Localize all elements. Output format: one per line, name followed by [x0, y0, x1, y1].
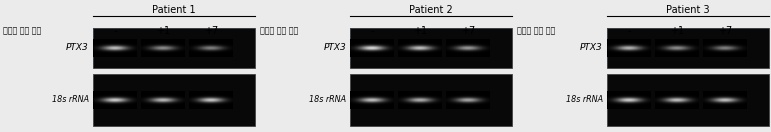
- Bar: [607, 28, 769, 68]
- Text: -: -: [113, 26, 116, 36]
- Text: +1: +1: [156, 26, 170, 36]
- Bar: [607, 28, 769, 68]
- Text: PTX3: PTX3: [581, 44, 603, 53]
- Text: PTX3: PTX3: [66, 44, 89, 53]
- Bar: [93, 28, 255, 68]
- Text: +7: +7: [718, 26, 732, 36]
- Text: +7: +7: [204, 26, 218, 36]
- Text: Patient 1: Patient 1: [152, 5, 196, 15]
- Text: +7: +7: [461, 26, 475, 36]
- Text: 18s rRNA: 18s rRNA: [52, 95, 89, 105]
- Text: +1: +1: [413, 26, 427, 36]
- Bar: [350, 28, 512, 68]
- Bar: [93, 28, 255, 68]
- Bar: [93, 74, 255, 126]
- Text: -: -: [628, 26, 631, 36]
- Text: 18s rRNA: 18s rRNA: [566, 95, 603, 105]
- Bar: [607, 74, 769, 126]
- Text: 제대혁 세포 치료: 제대혁 세포 치료: [517, 26, 555, 35]
- Text: Patient 2: Patient 2: [409, 5, 453, 15]
- Text: Patient 3: Patient 3: [666, 5, 710, 15]
- Text: 제대혁 세포 치료: 제대혁 세포 치료: [260, 26, 298, 35]
- Text: -: -: [370, 26, 374, 36]
- Text: PTX3: PTX3: [323, 44, 346, 53]
- Bar: [350, 74, 512, 126]
- Text: +1: +1: [670, 26, 684, 36]
- Bar: [350, 28, 512, 68]
- Text: 제대혁 세포 치료: 제대혁 세포 치료: [3, 26, 42, 35]
- Text: 18s rRNA: 18s rRNA: [309, 95, 346, 105]
